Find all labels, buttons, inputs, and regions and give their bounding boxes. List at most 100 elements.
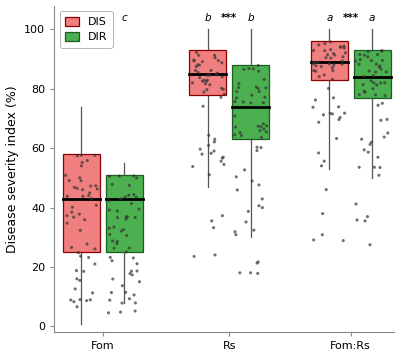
Point: [74, 185, 80, 191]
Point: [241, 66, 247, 72]
Point: [354, 217, 360, 223]
Point: [362, 218, 368, 224]
Point: [107, 255, 114, 260]
Text: ***: ***: [221, 13, 237, 24]
Point: [109, 258, 115, 263]
Point: [215, 58, 222, 64]
Point: [249, 178, 255, 184]
Point: [260, 121, 267, 127]
Point: [243, 219, 249, 225]
Point: [70, 214, 77, 220]
Point: [337, 115, 343, 120]
Point: [250, 66, 256, 72]
Point: [238, 133, 245, 139]
Point: [118, 196, 124, 202]
Point: [212, 55, 218, 60]
Text: b: b: [204, 13, 211, 24]
Point: [336, 117, 342, 122]
Point: [132, 308, 138, 314]
Point: [232, 132, 238, 138]
Point: [381, 134, 387, 140]
Point: [373, 61, 380, 67]
Point: [204, 77, 210, 83]
Point: [330, 51, 337, 56]
Point: [109, 181, 116, 187]
Point: [233, 232, 239, 237]
Point: [379, 100, 386, 106]
Point: [259, 196, 266, 202]
Point: [318, 64, 324, 69]
Point: [310, 237, 317, 243]
Point: [208, 67, 214, 73]
Point: [337, 44, 344, 50]
Point: [255, 124, 261, 129]
Point: [376, 172, 382, 178]
Point: [78, 152, 85, 158]
Point: [92, 183, 99, 188]
Point: [241, 167, 248, 173]
Point: [255, 62, 262, 68]
Point: [245, 208, 252, 214]
Point: [109, 238, 116, 244]
Point: [319, 232, 326, 237]
Point: [249, 92, 255, 98]
Point: [204, 87, 210, 92]
Point: [76, 175, 83, 181]
Point: [71, 184, 78, 190]
Point: [330, 68, 336, 74]
Point: [106, 174, 113, 179]
Y-axis label: Disease severity index (%): Disease severity index (%): [6, 85, 18, 253]
Point: [126, 192, 132, 198]
Point: [218, 159, 224, 164]
Point: [339, 58, 346, 64]
Point: [318, 163, 325, 169]
Point: [313, 63, 319, 69]
Point: [193, 49, 200, 55]
Point: [234, 89, 240, 94]
Point: [370, 73, 376, 79]
Point: [371, 80, 377, 86]
Point: [254, 148, 260, 154]
Point: [114, 241, 120, 247]
Point: [192, 68, 199, 74]
Point: [191, 58, 197, 64]
Point: [208, 218, 215, 224]
Bar: [189, 50, 226, 95]
Point: [311, 60, 318, 65]
Point: [361, 147, 367, 153]
Point: [74, 304, 80, 310]
Point: [80, 193, 86, 199]
Point: [69, 204, 76, 210]
Point: [312, 97, 319, 103]
Point: [66, 178, 72, 183]
Point: [262, 94, 268, 100]
Point: [123, 214, 129, 220]
Point: [219, 60, 225, 66]
Point: [124, 214, 130, 220]
Point: [263, 129, 270, 135]
Point: [74, 276, 80, 282]
Point: [197, 146, 203, 152]
Point: [240, 99, 246, 105]
Point: [256, 68, 262, 74]
Point: [123, 216, 129, 222]
Point: [377, 63, 383, 69]
Point: [323, 187, 330, 192]
Point: [382, 93, 388, 99]
Point: [329, 76, 336, 82]
Point: [105, 310, 112, 316]
Point: [237, 270, 243, 276]
Point: [76, 211, 82, 217]
Point: [312, 68, 319, 74]
Point: [64, 213, 70, 218]
Point: [378, 66, 384, 72]
Point: [130, 255, 136, 261]
Point: [77, 297, 83, 302]
Point: [258, 135, 265, 140]
Point: [211, 139, 218, 145]
Point: [353, 201, 359, 207]
Point: [356, 61, 362, 67]
Point: [199, 59, 206, 65]
Point: [233, 174, 240, 180]
Point: [361, 74, 368, 80]
